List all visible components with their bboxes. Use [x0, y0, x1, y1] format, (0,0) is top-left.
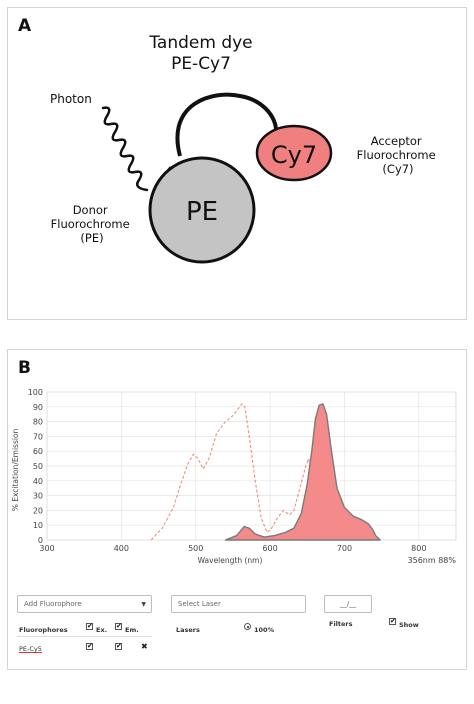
diagram-title-line2: PE-Cy7: [171, 54, 231, 74]
donor-caption: Donor Fluorochrome (PE): [51, 203, 134, 245]
y-tick-label: 90: [33, 403, 43, 412]
emission-series-area: [224, 403, 381, 541]
y-axis-title: % Excitation/Emission: [11, 428, 20, 511]
fluorophore-ex-checkbox[interactable]: ✔: [86, 642, 93, 650]
linker-arc: [175, 92, 278, 157]
show-label: Show: [399, 621, 419, 629]
photon-wavy-arrow: [101, 106, 149, 192]
acceptor-caption: Acceptor Fluorochrome (Cy7): [357, 134, 440, 176]
y-tick-label: 20: [33, 506, 43, 515]
diagram-title-line1: Tandem dye: [148, 33, 252, 53]
filter-input[interactable]: __/__: [324, 595, 372, 613]
select-laser-input[interactable]: Select Laser: [171, 595, 306, 613]
fluorophores-header: Fluorophores: [19, 626, 68, 634]
x-tick-label: 700: [337, 544, 352, 553]
x-axis-title: Wavelength (nm): [198, 556, 263, 565]
em-label: Em.: [125, 626, 139, 634]
laser-power-label: 100%: [254, 626, 275, 634]
laser-power-radio[interactable]: [244, 623, 251, 630]
remove-fluorophore-icon[interactable]: ✖: [141, 642, 148, 651]
acceptor-cy7-label: Cy7: [271, 141, 317, 169]
add-fluorophore-select[interactable]: Add Fluorophore ▼: [17, 595, 152, 613]
panel-a-letter: A: [18, 16, 32, 36]
fluorophore-em-checkbox[interactable]: ✔: [115, 642, 122, 650]
panel-b-spectra-viewer: B 0 10 20 30 40 50 60 70 80 90 100 300 400 500 600 700 8…: [7, 349, 467, 670]
select-laser-placeholder: Select Laser: [178, 600, 221, 608]
y-tick-label: 80: [33, 418, 43, 427]
y-tick-label: 70: [33, 432, 43, 441]
donor-pe-label: PE: [186, 197, 218, 227]
chart-series: [150, 403, 381, 541]
y-tick-label: 100: [28, 388, 43, 397]
ex-header-checkbox[interactable]: ✔: [86, 622, 93, 630]
chart-axes: 0 10 20 30 40 50 60 70 80 90 100 300 400 500 600 700 800: [28, 388, 427, 553]
em-header-checkbox[interactable]: ✔: [115, 622, 122, 630]
y-tick-label: 40: [33, 477, 43, 486]
add-fluorophore-placeholder: Add Fluorophore: [24, 600, 82, 608]
x-tick-label: 300: [39, 544, 54, 553]
donor-pe-circle: [148, 156, 256, 264]
spectra-chart: 0 10 20 30 40 50 60 70 80 90 100 300 400 500 600 700 800…: [11, 388, 457, 565]
y-tick-label: 10: [33, 521, 43, 530]
filter-placeholder: __/__: [339, 600, 357, 608]
lasers-header: Lasers: [176, 626, 200, 634]
excitation-series-line: [150, 403, 331, 541]
fluorophore-table-divider: [17, 636, 152, 637]
chevron-down-icon: ▼: [141, 601, 146, 608]
panel-b-letter: B: [18, 358, 31, 378]
acceptor-cy7-ellipse: [255, 124, 333, 182]
x-tick-label: 800: [411, 544, 426, 553]
chart-grid: [46, 391, 457, 541]
photon-label: Photon: [50, 92, 92, 106]
tandem-dye-diagram: Tandem dye PE-Cy7 Photon PE Cy7 Donor Fl…: [50, 33, 440, 264]
laser-readout: 356nm 88%: [408, 556, 457, 565]
ex-label: Ex.: [96, 626, 108, 634]
show-checkbox[interactable]: ✔: [389, 617, 396, 625]
x-tick-label: 400: [114, 544, 129, 553]
y-tick-label: 50: [33, 462, 43, 471]
filters-header: Filters: [329, 620, 353, 628]
y-tick-label: 30: [33, 492, 43, 501]
y-tick-label: 60: [33, 447, 43, 456]
x-tick-label: 500: [188, 544, 203, 553]
y-tick-label: 0: [38, 536, 43, 545]
fluorophore-entry-link[interactable]: PE-Cy5: [19, 645, 42, 653]
x-tick-label: 600: [262, 544, 277, 553]
panel-a-diagram: A Tandem dye PE-Cy7 Photon PE Cy7 Donor …: [7, 7, 467, 320]
